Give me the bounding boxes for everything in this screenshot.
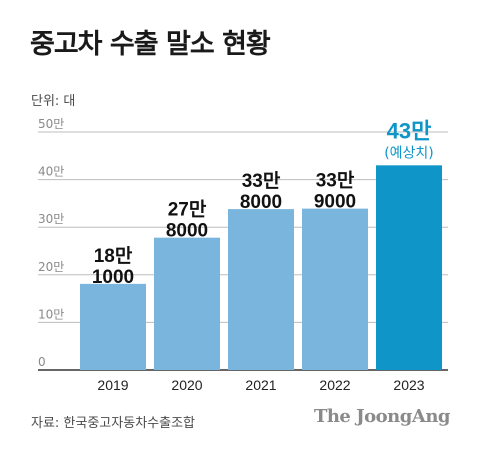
y-tick-label: 30만 (38, 212, 64, 226)
bar-2019 (80, 283, 146, 370)
value-label-line1: 33만 (316, 170, 355, 192)
x-tick-label: 2022 (319, 377, 350, 393)
value-label-line2: 8000 (240, 192, 282, 213)
bar-2022 (302, 208, 368, 370)
value-label-line1: 33만 (242, 170, 281, 192)
brand-logo: The JoongAng (313, 406, 451, 427)
value-label-note: (예상치) (384, 145, 434, 161)
chart-title: 중고차 수출 말소 현황 (30, 29, 271, 60)
value-label-main: 43만 (387, 118, 432, 143)
y-tick-label: 50만 (38, 117, 64, 131)
value-label-line2: 8000 (166, 221, 208, 242)
value-label-line2: 1000 (92, 267, 134, 288)
x-tick-label: 2021 (245, 377, 276, 393)
bar-2021 (228, 209, 294, 370)
bar-2023 (376, 165, 442, 370)
y-tick-label: 40만 (38, 165, 64, 179)
source-note: 자료: 한국중고자동차수출조합 (31, 416, 195, 431)
value-label-line2: 9000 (314, 192, 356, 213)
y-tick-label: 0 (38, 355, 46, 369)
value-label-line1: 27만 (168, 199, 207, 221)
x-tick-label: 2020 (171, 377, 202, 393)
x-tick-label: 2019 (97, 377, 128, 393)
unit-label: 단위: 대 (31, 94, 76, 109)
x-tick-label: 2023 (393, 377, 424, 393)
y-tick-label: 10만 (38, 307, 64, 321)
y-tick-label: 20만 (38, 260, 64, 274)
value-label-line1: 18만 (94, 245, 133, 267)
bar-2020 (154, 237, 220, 370)
